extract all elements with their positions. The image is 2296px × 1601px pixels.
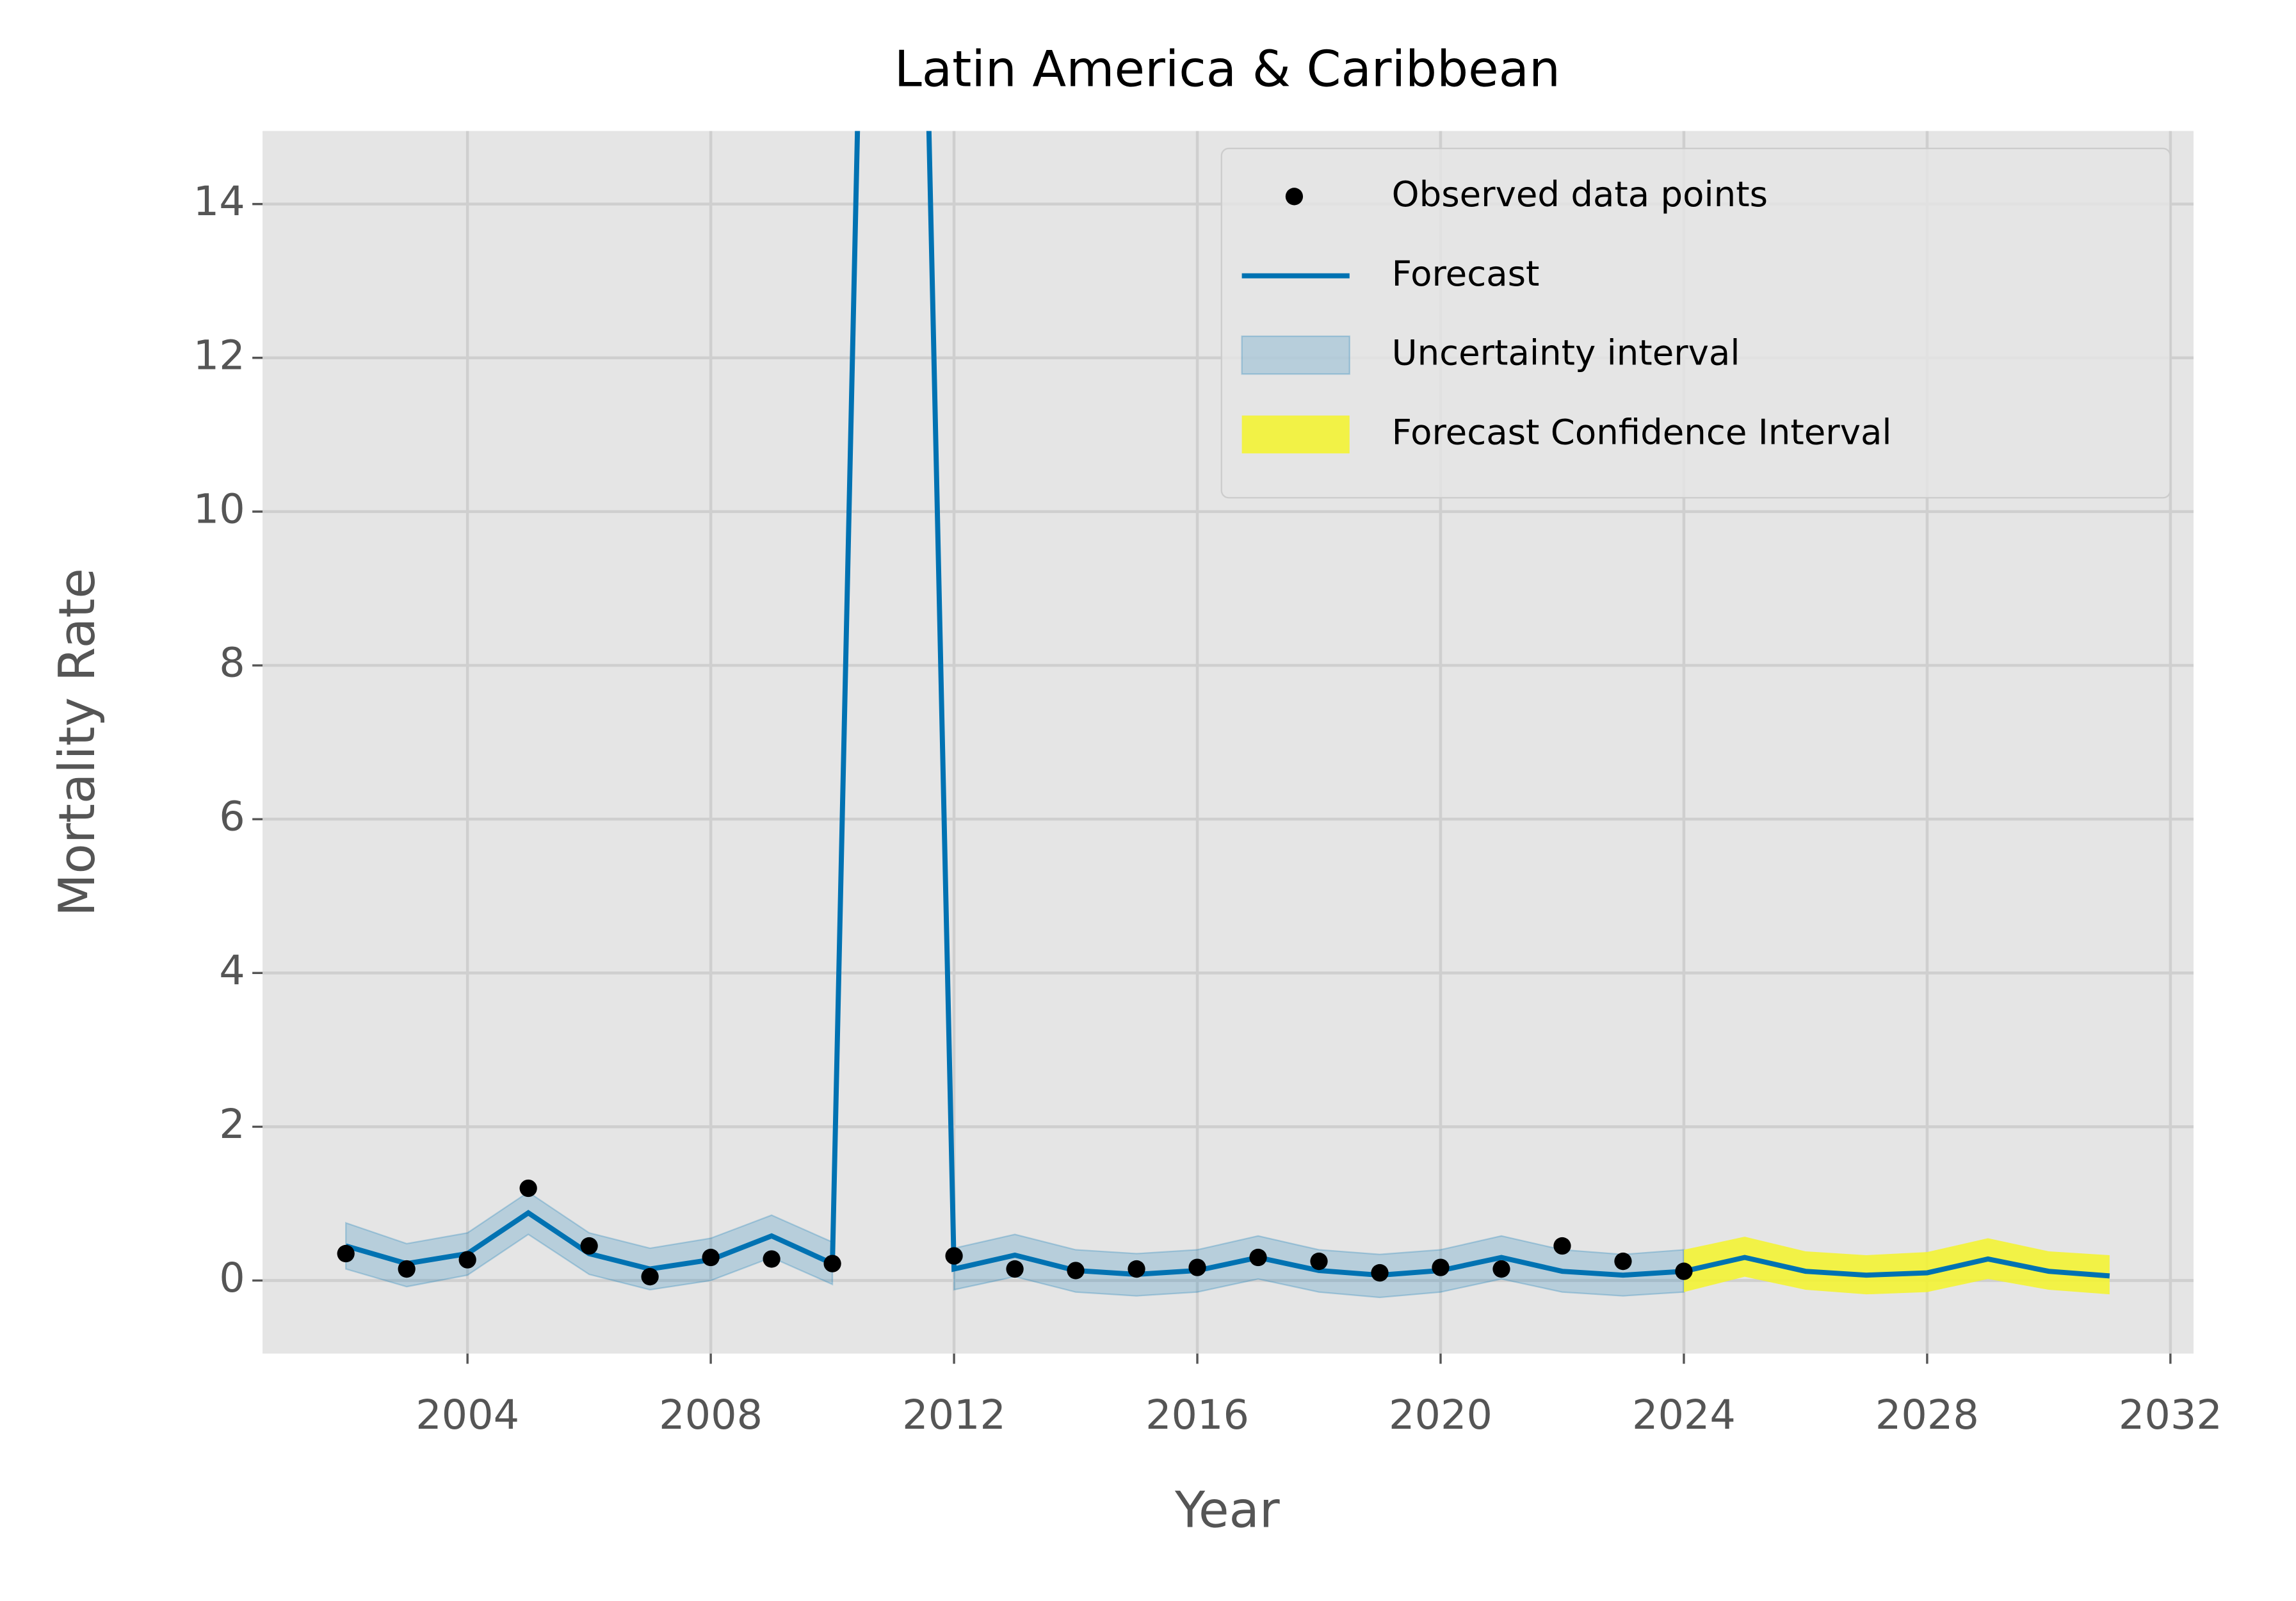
data-point bbox=[337, 1244, 355, 1263]
y-tick-label: 0 bbox=[219, 1255, 245, 1302]
data-point bbox=[1492, 1260, 1510, 1278]
legend-label: Forecast bbox=[1392, 253, 1540, 294]
legend-marker bbox=[1241, 335, 1350, 375]
data-point bbox=[641, 1267, 659, 1286]
x-tick-label: 2016 bbox=[1145, 1392, 1249, 1439]
legend-marker bbox=[1241, 415, 1350, 453]
data-point bbox=[580, 1237, 598, 1255]
y-axis-label: Mortality Rate bbox=[49, 568, 106, 916]
data-point bbox=[1675, 1262, 1693, 1280]
data-point bbox=[1614, 1252, 1632, 1271]
band bbox=[1683, 1237, 2110, 1295]
legend-label: Uncertainty interval bbox=[1392, 332, 1740, 373]
data-point bbox=[1310, 1252, 1328, 1271]
data-point bbox=[1553, 1237, 1571, 1255]
y-tick-label: 8 bbox=[219, 640, 245, 687]
data-point bbox=[1371, 1264, 1389, 1282]
data-point bbox=[458, 1251, 476, 1269]
legend-label: Observed data points bbox=[1392, 174, 1768, 215]
x-tick-label: 2008 bbox=[659, 1392, 763, 1439]
x-axis-label: Year bbox=[1174, 1482, 1280, 1540]
data-point bbox=[1249, 1248, 1267, 1267]
y-tick-label: 6 bbox=[219, 793, 245, 841]
data-point bbox=[1067, 1262, 1085, 1280]
data-point bbox=[945, 1247, 963, 1265]
data-point bbox=[1432, 1258, 1450, 1276]
legend-label: Forecast Confidence Interval bbox=[1392, 412, 1892, 453]
data-point bbox=[398, 1260, 416, 1278]
x-tick-label: 2020 bbox=[1389, 1392, 1492, 1439]
y-tick-label: 12 bbox=[193, 332, 245, 379]
data-point bbox=[702, 1248, 720, 1267]
chart-title: Latin America & Caribbean bbox=[894, 41, 1560, 99]
y-tick-label: 4 bbox=[219, 947, 245, 995]
data-point bbox=[1128, 1260, 1145, 1278]
y-tick-label: 10 bbox=[193, 485, 245, 533]
x-tick-label: 2032 bbox=[2119, 1392, 2222, 1439]
y-tick-label: 2 bbox=[219, 1101, 245, 1148]
forecast-line bbox=[345, 131, 2110, 1279]
data-point bbox=[1006, 1260, 1024, 1278]
legend-box bbox=[1220, 147, 2171, 499]
data-point bbox=[823, 1255, 841, 1272]
y-tick-label: 14 bbox=[193, 178, 245, 225]
x-tick-label: 2004 bbox=[416, 1392, 519, 1439]
x-tick-label: 2024 bbox=[1632, 1392, 1736, 1439]
x-tick-label: 2012 bbox=[902, 1392, 1006, 1439]
x-tick-label: 2028 bbox=[1875, 1392, 1979, 1439]
legend-marker bbox=[1285, 188, 1304, 206]
data-point bbox=[519, 1179, 537, 1198]
data-point bbox=[763, 1250, 780, 1268]
data-point bbox=[1188, 1258, 1206, 1276]
